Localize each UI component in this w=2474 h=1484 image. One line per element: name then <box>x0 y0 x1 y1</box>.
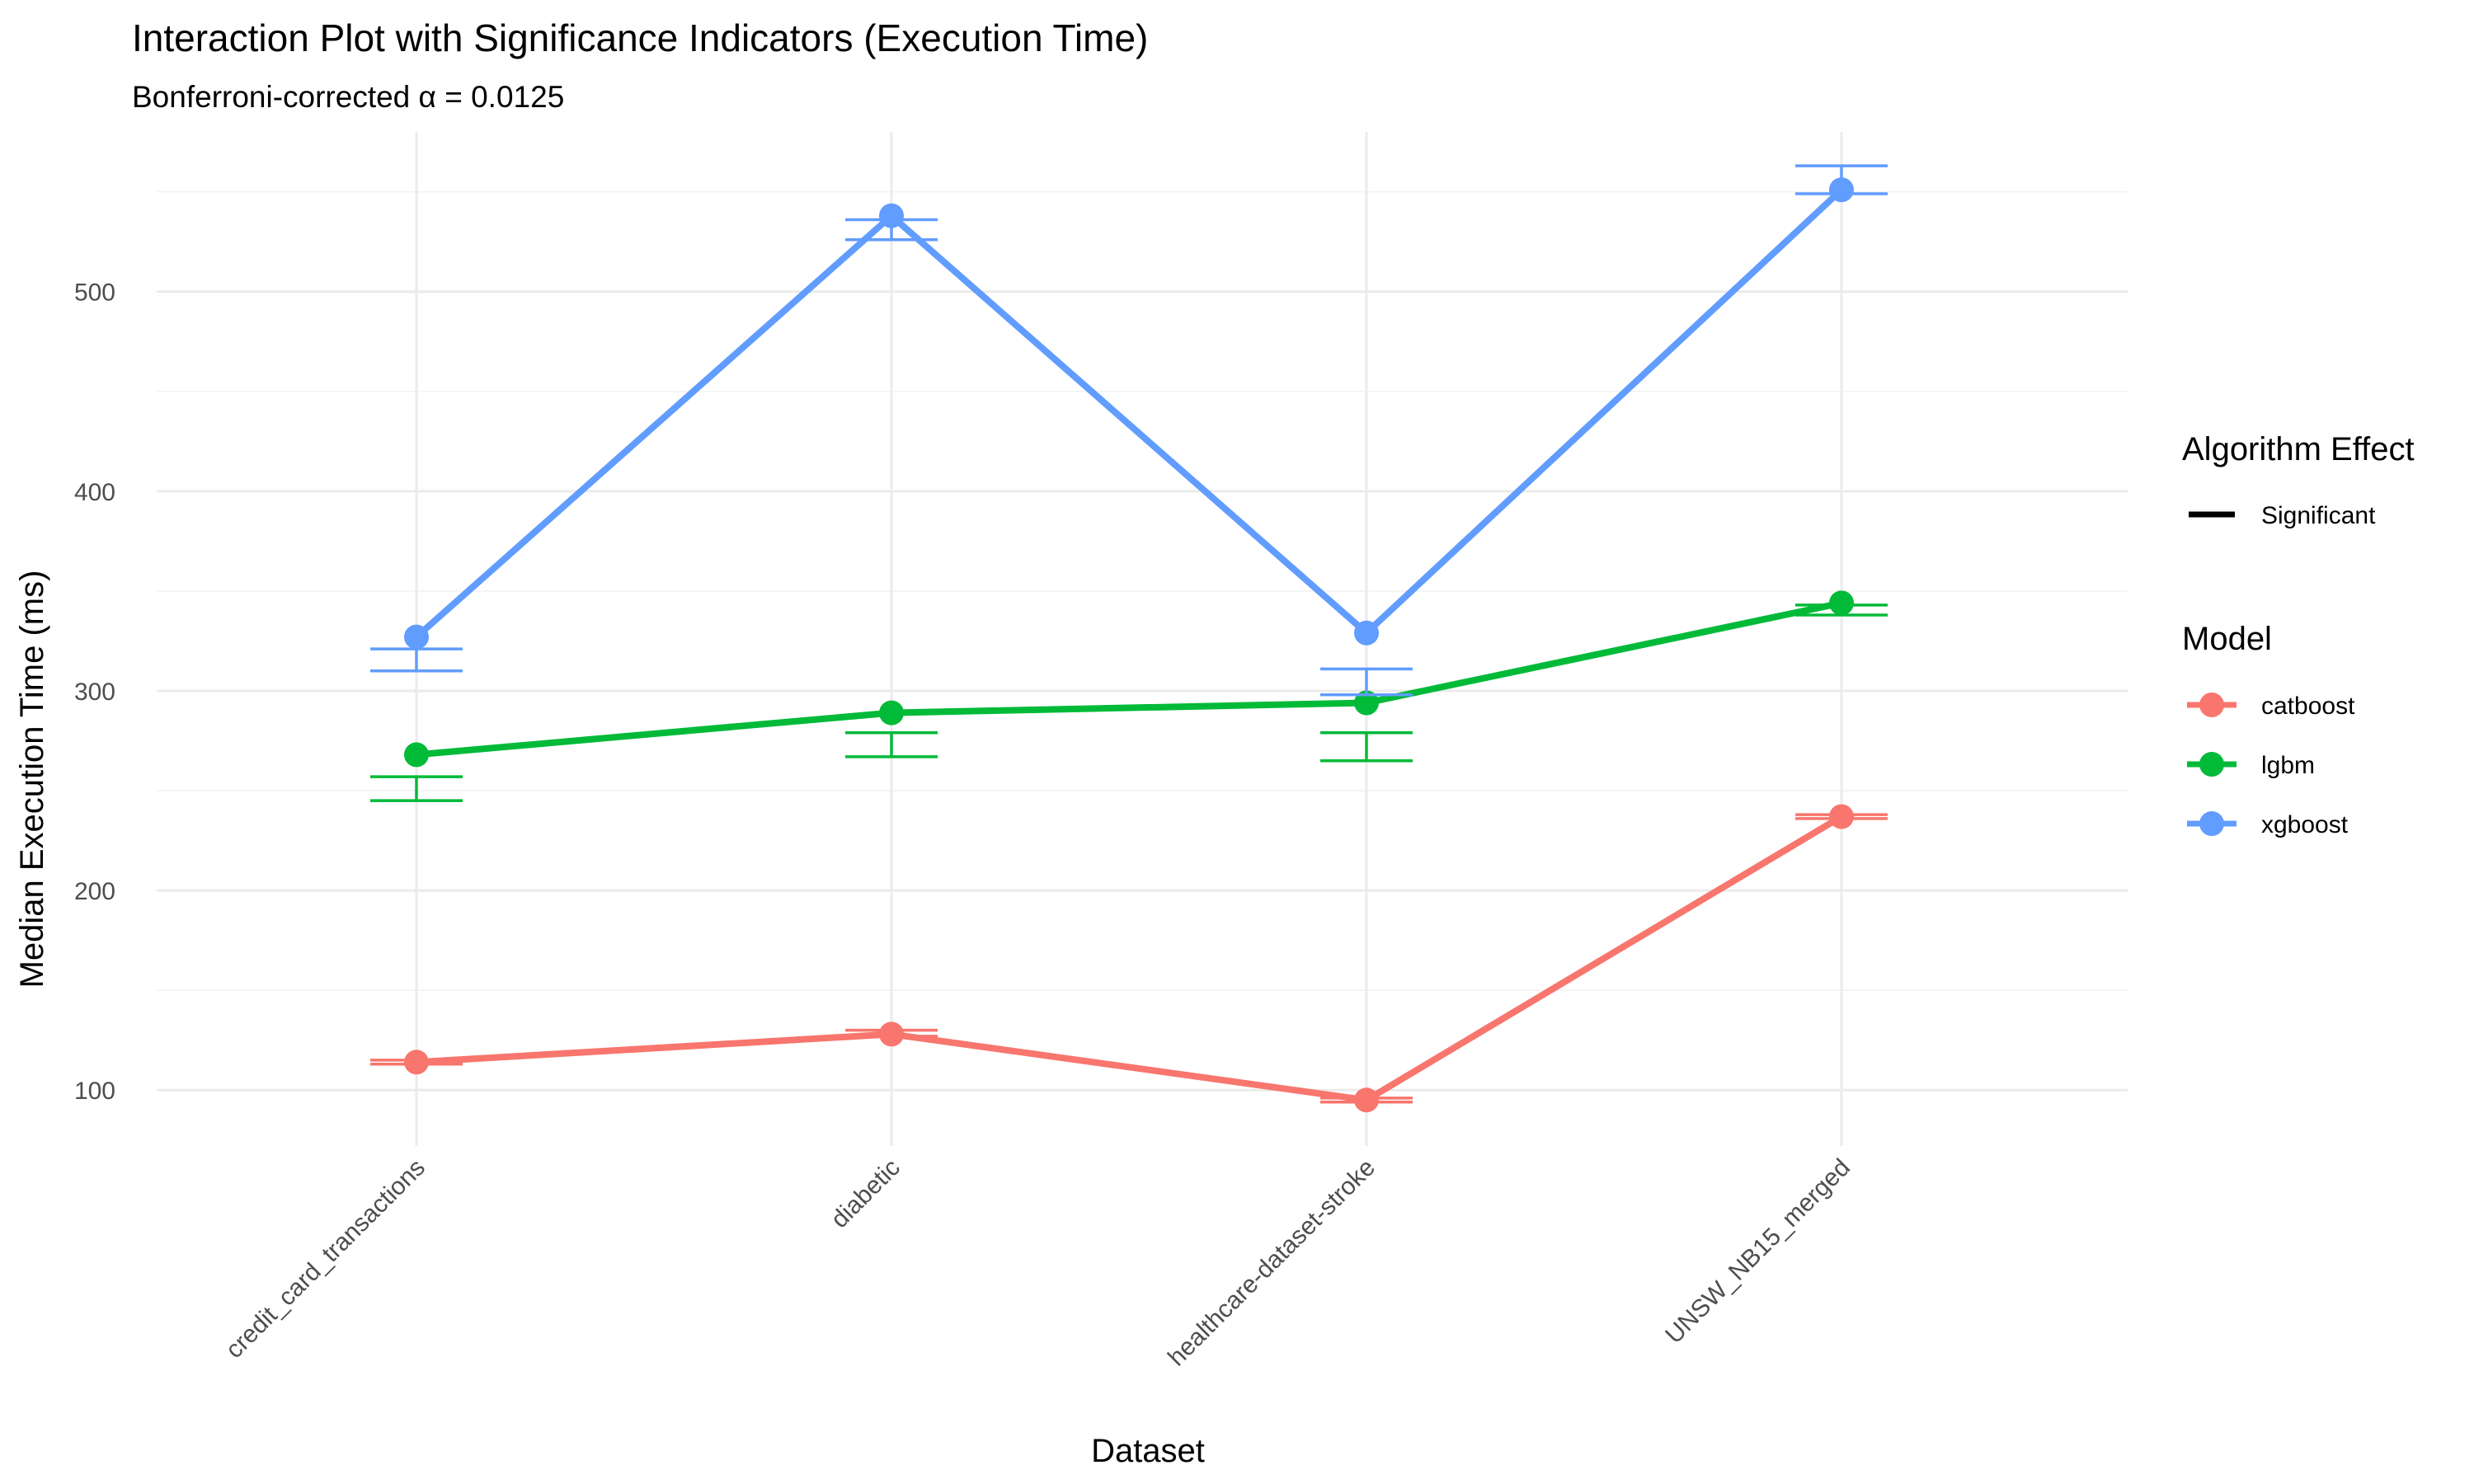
data-point <box>404 1050 429 1075</box>
chart-title: Interaction Plot with Significance Indic… <box>132 16 1148 59</box>
y-tick-label: 100 <box>74 1078 115 1105</box>
data-point <box>1829 177 1854 203</box>
legend-key-point <box>2199 752 2224 777</box>
series-lgbm <box>370 590 1888 802</box>
plot-series <box>370 164 1888 1113</box>
legend-linetype-title: Algorithm Effect <box>2182 431 2415 467</box>
legend-linetype-label: Significant <box>2261 502 2376 529</box>
legend: Algorithm Effect Significant Model catbo… <box>2182 431 2415 838</box>
x-axis-title: Dataset <box>1091 1433 1205 1469</box>
data-point <box>1354 690 1379 716</box>
legend-item-catboost: catboost <box>2187 693 2355 720</box>
legend-item-label: lgbm <box>2261 752 2315 779</box>
x-tick-label: credit_card_transactions <box>221 1154 430 1364</box>
data-point <box>404 624 429 650</box>
y-tick-label: 500 <box>74 279 115 307</box>
series-line-catboost <box>416 814 1844 1104</box>
data-point <box>879 1021 904 1047</box>
series-line-xgboost <box>414 187 1844 640</box>
data-point <box>879 203 904 228</box>
data-point <box>1829 590 1854 616</box>
y-axis-title: Median Execution Time (ms) <box>14 571 50 989</box>
y-tick-label: 200 <box>74 878 115 905</box>
data-point <box>1354 1087 1379 1113</box>
series-xgboost <box>370 164 1888 697</box>
data-point <box>1354 620 1379 646</box>
x-tick-label: healthcare-dataset-stroke <box>1163 1154 1380 1372</box>
series-line-lgbm <box>416 599 1842 758</box>
data-point <box>1829 804 1854 829</box>
data-point <box>879 700 904 726</box>
legend-key-point <box>2199 693 2224 717</box>
y-tick-label: 300 <box>74 679 115 706</box>
x-axis-ticks: credit_card_transactions diabetic healthca… <box>221 1154 1856 1372</box>
x-tick-label: UNSW_NB15_merged <box>1660 1154 1856 1350</box>
legend-color-items: catboost lgbm xgboost <box>2187 693 2355 838</box>
legend-item-lgbm: lgbm <box>2187 752 2315 779</box>
legend-item-xgboost: xgboost <box>2187 811 2349 838</box>
data-point <box>404 742 429 768</box>
y-tick-label: 400 <box>74 479 115 506</box>
plot-grid <box>157 132 2128 1146</box>
chart-subtitle: Bonferroni-corrected α = 0.0125 <box>132 80 564 114</box>
legend-key-point <box>2199 811 2224 836</box>
y-axis-ticks: 100 200 300 400 500 <box>74 279 115 1106</box>
x-tick-label: diabetic <box>825 1154 905 1233</box>
legend-item-label: catboost <box>2261 693 2355 720</box>
legend-item-label: xgboost <box>2261 811 2349 838</box>
legend-color-title: Model <box>2182 621 2272 657</box>
series-catboost <box>370 804 1888 1113</box>
